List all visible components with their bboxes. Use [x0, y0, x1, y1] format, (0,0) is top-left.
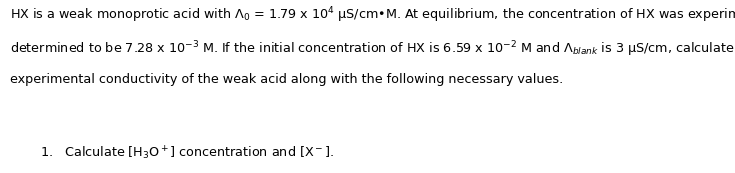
Text: experimental conductivity of the weak acid along with the following necessary va: experimental conductivity of the weak ac… [10, 73, 563, 86]
Text: 1.   Calculate [H$_3$O$^+$] concentration and [X$^-$].: 1. Calculate [H$_3$O$^+$] concentration … [40, 144, 334, 162]
Text: determined to be 7.28 x 10$^{-3}$ M. If the initial concentration of HX is 6.59 : determined to be 7.28 x 10$^{-3}$ M. If … [10, 39, 735, 58]
Text: HX is a weak monoprotic acid with $\Lambda_0$ = 1.79 x 10$^4$ µS/cm•M. At equili: HX is a weak monoprotic acid with $\Lamb… [10, 5, 735, 25]
